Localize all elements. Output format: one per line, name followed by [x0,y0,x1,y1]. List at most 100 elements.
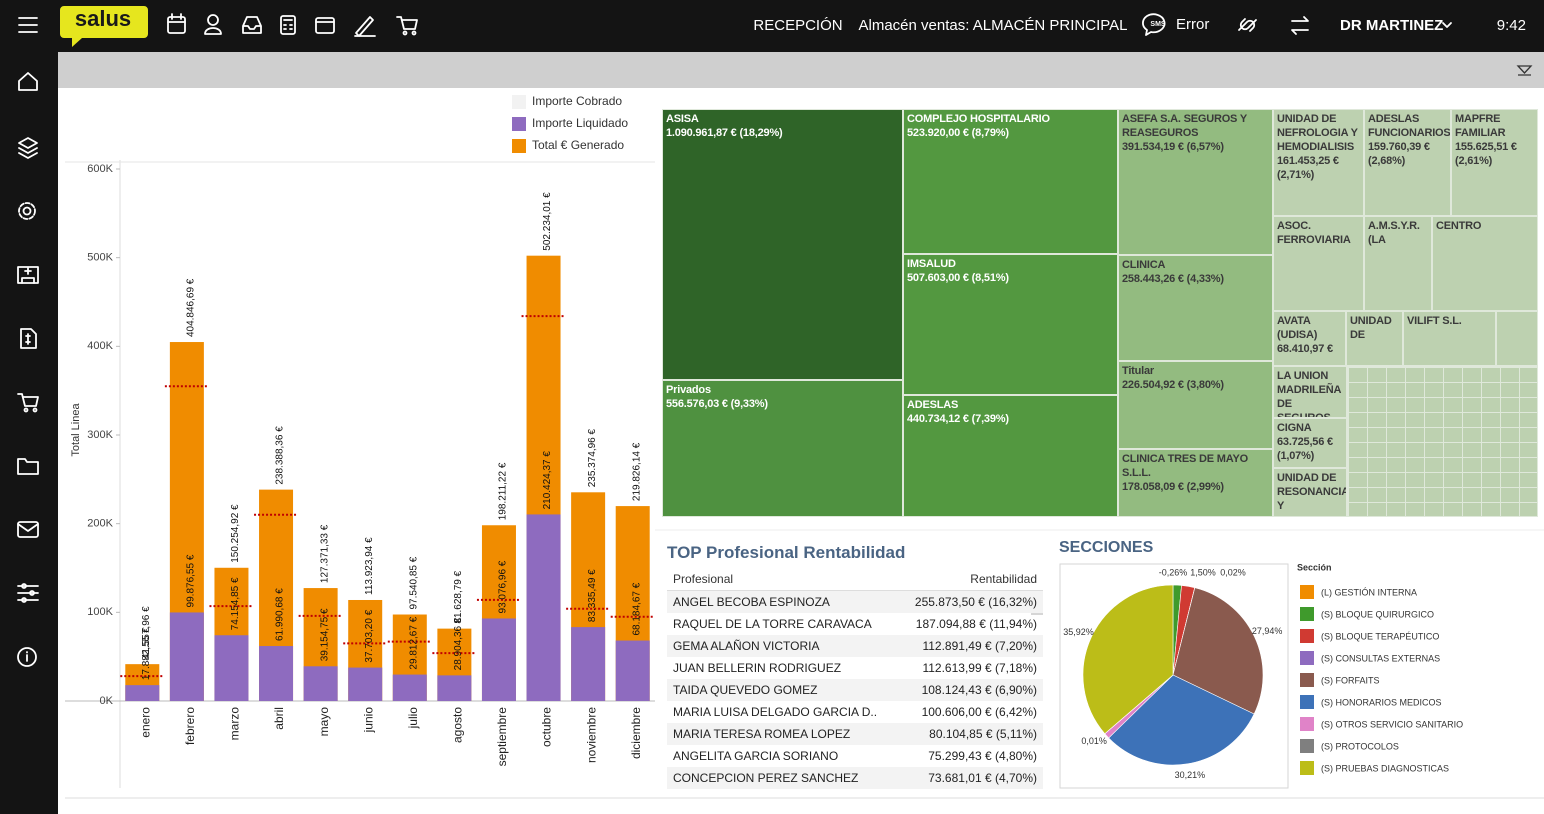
nav-billing[interactable] [20,328,37,349]
pie-value-label: 1,50% [1190,567,1216,577]
tile-value: 161.453,25 € (2,71%) [1277,155,1339,181]
tile-value: 155.625,51 € (2,61%) [1455,141,1517,167]
value-label: 61.990,68 € [275,588,286,641]
value-label: 127.371,33 € [319,524,330,583]
x-tick-label: marzo [228,707,242,741]
table-row[interactable]: ANGEL BECOBA ESPINOZA 255.873,50 € (16,32… [667,591,1043,613]
logo[interactable]: salus [60,6,148,47]
pie-value-label: 0,01% [1081,736,1107,746]
value-label: 37.703,20 € [364,609,375,662]
location[interactable]: RECEPCIÓN [753,17,842,34]
x-tick-label: septiembre [495,707,509,767]
calculator-icon[interactable] [280,15,296,35]
swap-icon[interactable] [1291,16,1309,35]
pie-frame [1059,563,1289,789]
profesional-cell: TAIDA QUEVEDO GOMEZ [673,683,818,697]
treemap-tile[interactable]: UNIDAD DE NEFROLOGIA Y HEMODIALISIS 161.4… [1273,109,1364,216]
clock: 9:42 [1497,17,1526,34]
nav-mail[interactable] [17,521,39,538]
table-row[interactable]: RAQUEL DE LA TORRE CARAVACA 187.094,88 € … [667,613,1043,635]
legend-swatch [1300,585,1314,599]
calendar-icon[interactable] [167,13,186,34]
table-body: ANGEL BECOBA ESPINOZA 255.873,50 € (16,32… [667,591,1043,789]
patient-icon[interactable] [204,14,222,35]
legend-swatch [1300,651,1314,665]
bar [125,685,160,701]
value-label: 68.184,67 € [631,582,642,635]
treemap-tile[interactable]: ASEFA S.A. SEGUROS Y REASEGUROS 391.534,1… [1118,109,1273,255]
rentabilidad-cell: 108.124,43 € (6,90%) [921,683,1037,697]
treemap-tile[interactable]: IMSALUD 507.603,00 € (8,51%) [903,254,1118,395]
tile-value: 556.576,03 € (9,33%) [666,398,768,410]
column-header[interactable]: Rentabilidad [970,572,1037,586]
wallet-icon[interactable] [315,17,335,34]
nav-cart[interactable] [17,393,39,413]
treemap-tile[interactable]: VILIFT S.L. [1403,311,1496,366]
x-tick-label: junio [361,707,375,734]
treemap-tile[interactable]: CLINICA TRES DE MAYO S.L.L. 178.058,09 € … [1118,449,1273,517]
nav-home[interactable] [18,72,38,91]
table-row[interactable]: JUAN BELLERIN RODRIGUEZ 112.613,99 € (7,1… [667,657,1043,679]
user-dropdown[interactable] [1442,22,1452,28]
treemap-tile[interactable]: ADESLAS 440.734,12 € (7,39%) [903,395,1118,517]
treemap-tile[interactable]: ASOC. FERROVIARIA [1273,216,1364,311]
x-tick-label: octubre [540,707,554,747]
treemap-tile[interactable]: UNIDAD DE [1346,311,1403,366]
nav-info[interactable] [17,647,37,667]
nav-folder[interactable] [17,458,39,475]
sign-icon[interactable] [354,16,376,37]
value-label: 219.826,14 € [631,442,642,501]
tile-label: CLINICA [1122,259,1166,271]
tile-label: CENTRO [1436,220,1482,232]
treemap-tile[interactable]: MAPFRE FAMILIAR 155.625,51 € (2,61%) [1451,109,1538,216]
tile-label: ASEFA S.A. SEGUROS Y REASEGUROS [1122,113,1247,139]
inbox-icon[interactable] [242,16,262,34]
table-row[interactable]: MARIA LUISA DELGADO GARCIA D.. 100.606,00… [667,701,1043,723]
treemap-tile[interactable]: CIGNA 63.725,56 € (1,07%) [1273,418,1347,468]
menu-button[interactable] [18,17,38,33]
user-name[interactable]: DR MARTINEZ [1340,17,1443,34]
link-icon[interactable] [1238,18,1257,32]
x-tick-label: febrero [183,707,197,745]
nav-clinic[interactable] [17,266,39,284]
table-row[interactable]: MARIA TERESA ROMEA LOPEZ 80.104,85 € (5,1… [667,723,1043,745]
table-row[interactable]: GEMA ALAÑON VICTORIA 112.891,49 € (7,20%) [667,635,1043,657]
nav-layers[interactable] [18,137,38,159]
table-row[interactable]: CONCEPCION PEREZ SANCHEZ 73.681,01 € (4,7… [667,767,1043,789]
tile-label: A.M.S.Y.R. (LA [1368,220,1420,246]
table-row[interactable]: ANGELITA GARCIA SORIANO 75.299,43 € (4,80… [667,745,1043,767]
legend-label: Total € Generado [532,138,624,152]
treemap-tile[interactable]: AVATA (UDISA) 68.410,97 € [1273,311,1346,366]
treemap-tile[interactable]: Titular 226.504,92 € (3,80%) [1118,361,1273,449]
legend-swatch [1300,629,1314,643]
cart-icon[interactable] [396,16,418,36]
profesional-cell: RAQUEL DE LA TORRE CARAVACA [673,617,872,631]
legend-label: (S) PROTOCOLOS [1321,741,1399,751]
column-header[interactable]: Profesional [673,572,734,586]
tile-label: VILIFT S.L. [1407,315,1462,327]
treemap-tile[interactable]: LA UNION MADRILEÑA DE SEGUROS [1273,366,1347,418]
bar [481,618,516,701]
treemap-tile[interactable]: A.M.S.Y.R. (LA [1364,216,1432,311]
nav-adjust[interactable] [17,583,39,603]
x-tick-label: diciembre [629,707,643,759]
x-tick-label: enero [138,707,152,738]
legend-label: (S) CONSULTAS EXTERNAS [1321,653,1440,663]
treemap-tile[interactable]: CLINICA 258.443,26 € (4,33%) [1118,255,1273,361]
treemap-tile[interactable]: UNIDAD DE RESONANCIA Y [1273,468,1347,517]
value-label: 74.154,85 € [230,577,241,630]
nav-settings[interactable] [18,202,36,220]
x-tick-label: abril [272,707,286,730]
table-row[interactable]: TAIDA QUEVEDO GOMEZ 108.124,43 € (6,90%) [667,679,1043,701]
sms-status[interactable]: SMS Error [1142,13,1209,36]
filter-icon[interactable] [1516,65,1533,76]
treemap-tile[interactable]: CENTRO [1432,216,1538,311]
warehouse[interactable]: Almacén ventas: ALMACÉN PRINCIPAL [859,17,1128,34]
treemap-tile[interactable]: COMPLEJO HOSPITALARIO 523.920,00 € (8,79%… [903,109,1118,254]
legend-label: (S) FORFAITS [1321,675,1380,685]
rentabilidad-cell: 112.613,99 € (7,18%) [922,661,1037,675]
treemap-tile[interactable]: ASISA 1.090.961,87 € (18,29%) [662,109,903,380]
treemap-tile[interactable]: Privados 556.576,03 € (9,33%) [662,380,903,517]
treemap-tile[interactable]: ADESLAS FUNCIONARIOS 159.760,39 € (2,68%) [1364,109,1451,216]
